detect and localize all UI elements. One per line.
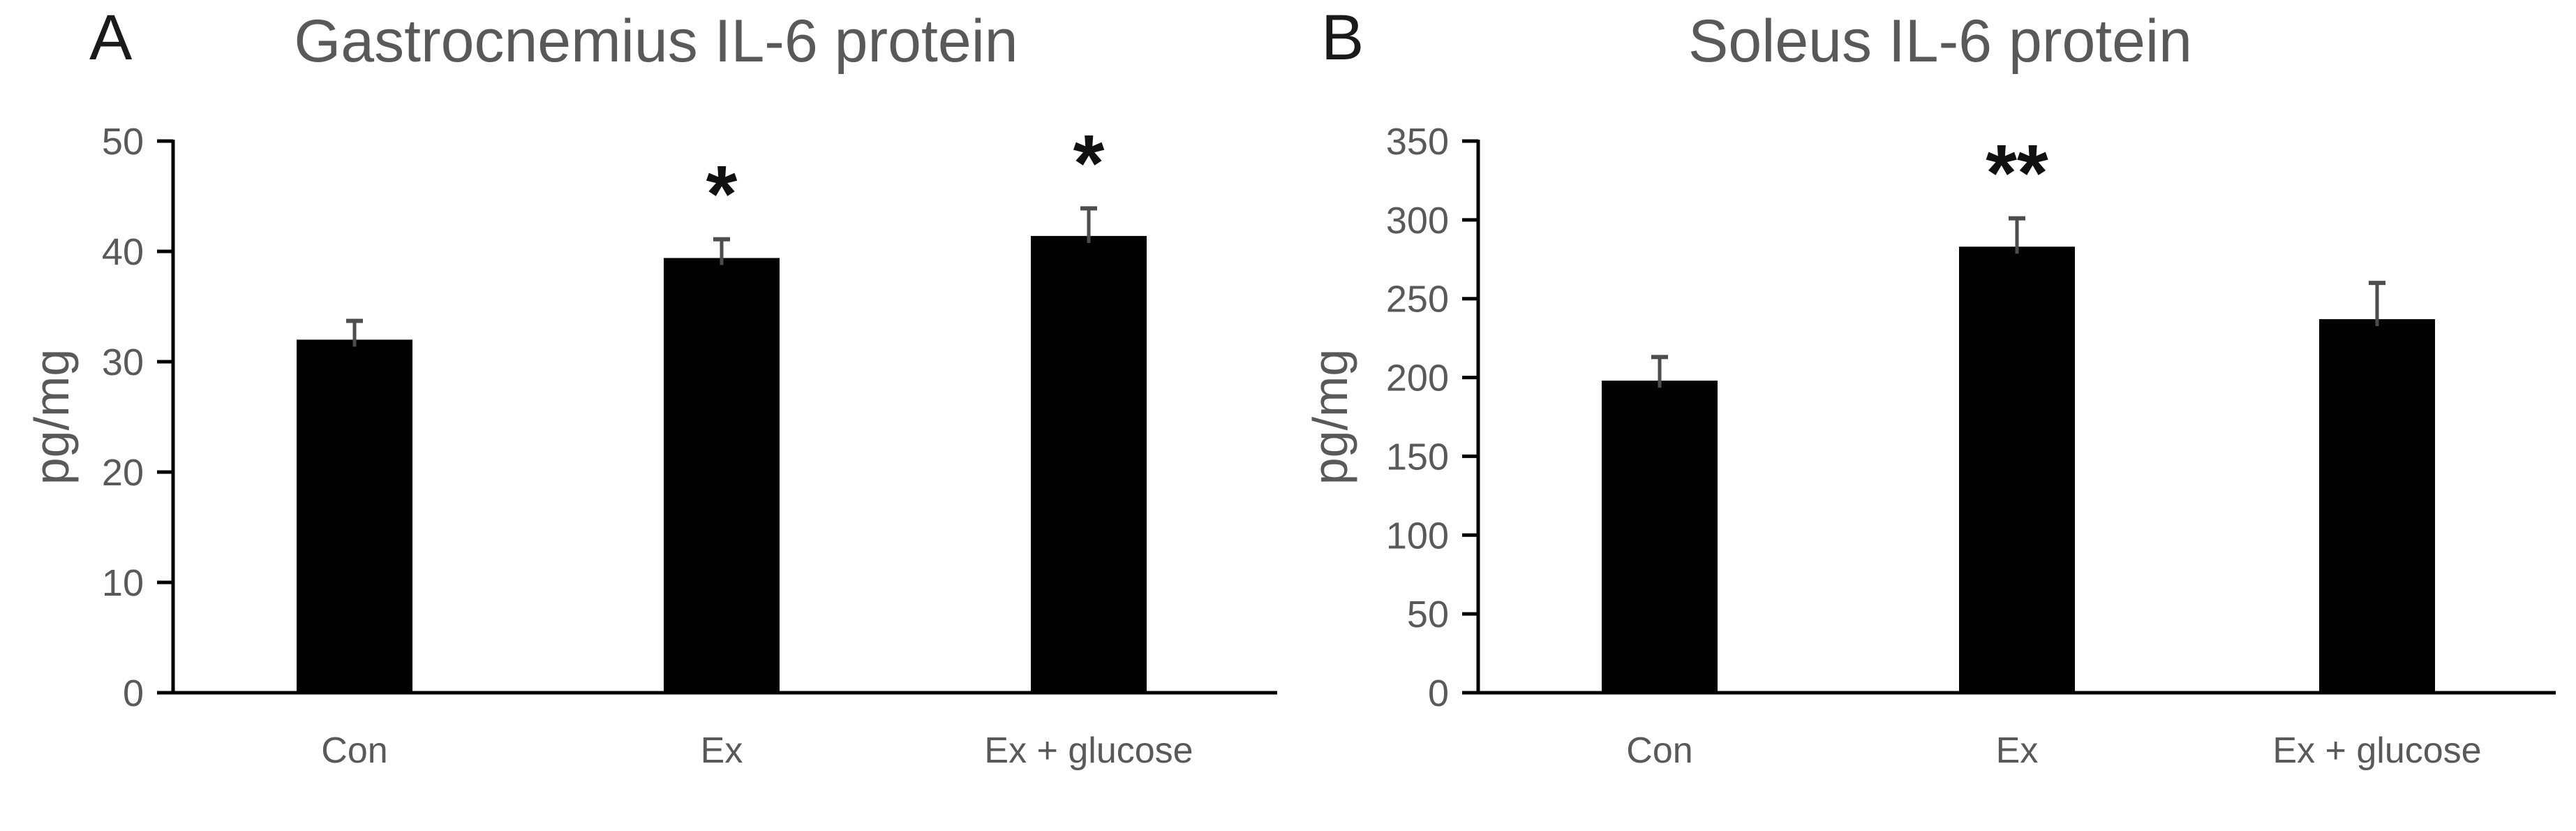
y-tick-label: 20 xyxy=(102,452,144,494)
y-tick-label: 150 xyxy=(1386,436,1449,478)
y-tick-label: 200 xyxy=(1386,358,1449,399)
x-category-label: Ex + glucose xyxy=(2272,730,2481,771)
panel-b-title: Soleus IL-6 protein xyxy=(1688,8,2192,75)
panel-a-letter: A xyxy=(89,2,133,73)
significance-mark: * xyxy=(706,150,738,240)
y-tick-label: 250 xyxy=(1386,279,1449,321)
significance-mark: * xyxy=(1073,119,1105,208)
y-tick-label: 350 xyxy=(1386,121,1449,163)
y-tick-label: 0 xyxy=(123,672,144,714)
significance-mark: ** xyxy=(1986,129,2048,219)
bar-ex xyxy=(664,258,780,693)
bar-con xyxy=(1602,381,1718,693)
bar-ex-glucose xyxy=(2319,319,2435,693)
panel-b-plot: 0 50 100 150 200 250 300 350 Con ** Ex Ex + glucose xyxy=(1386,121,2556,771)
y-tick-label: 40 xyxy=(102,231,144,273)
y-tick-label: 0 xyxy=(1428,672,1449,714)
y-tick-label: 50 xyxy=(1407,594,1449,635)
bar-ex-glucose xyxy=(1031,235,1147,693)
y-tick-label: 30 xyxy=(102,341,144,383)
bar-con xyxy=(297,339,412,693)
y-tick-label: 50 xyxy=(102,121,144,163)
y-tick-label: 10 xyxy=(102,562,144,604)
panel-a-title: Gastrocnemius IL-6 protein xyxy=(294,8,1018,75)
x-category-label: Ex + glucose xyxy=(984,730,1193,771)
panel-b-letter: B xyxy=(1321,2,1364,73)
x-category-label: Ex xyxy=(1996,730,2039,771)
x-category-label: Con xyxy=(1626,730,1692,771)
x-category-label: Ex xyxy=(701,730,743,771)
y-tick-label: 100 xyxy=(1386,515,1449,557)
bar-ex xyxy=(1959,247,2075,693)
y-tick-label: 300 xyxy=(1386,200,1449,242)
panel-a-plot: 0 10 20 30 40 50 Con * Ex * Ex + glucose xyxy=(102,119,1277,771)
x-category-label: Con xyxy=(321,730,387,771)
